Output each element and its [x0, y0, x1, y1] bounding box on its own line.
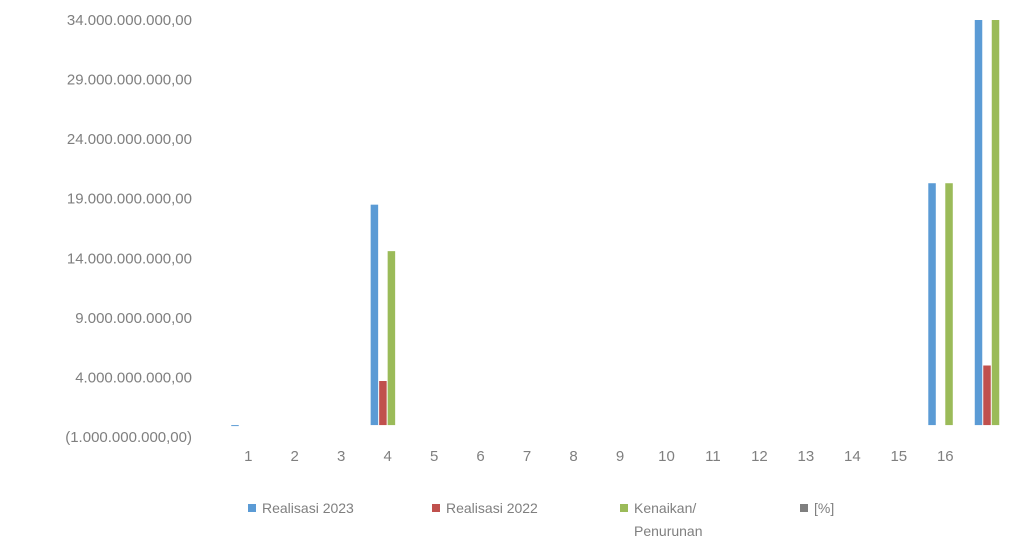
y-tick-label: 19.000.000.000,00	[67, 191, 192, 208]
x-tick-label: 16	[937, 448, 954, 465]
bar-realisasi-2023-4	[370, 204, 379, 426]
y-tick-label: 9.000.000.000,00	[75, 310, 192, 327]
x-tick-label: 10	[658, 448, 675, 465]
bar-realisasi-2022-4	[379, 381, 387, 426]
bar-realisasi-2022-last	[983, 365, 991, 426]
legend-label: Realisasi 2023	[262, 500, 354, 516]
x-tick-label: 7	[523, 448, 531, 465]
y-tick-label: 4.000.000.000,00	[75, 369, 192, 386]
x-tick-label: 13	[798, 448, 815, 465]
x-tick-label: 3	[337, 448, 345, 465]
x-tick-label: 12	[751, 448, 768, 465]
x-axis-ticks: 1 2 3 4 5 6 7 8 9 10 11 12 13 14 15 16	[244, 448, 954, 465]
x-tick-label: 11	[705, 448, 721, 465]
legend-swatch	[248, 504, 256, 512]
bar-kenaikan-penurunan-last	[991, 20, 1000, 426]
legend-label: [%]	[814, 500, 834, 516]
legend-label: Kenaikan/Penurunan	[634, 500, 703, 539]
x-tick-label: 15	[890, 448, 907, 465]
x-tick-label: 5	[430, 448, 438, 465]
bar-realisasi-2023-1	[231, 425, 239, 427]
y-tick-label: (1.000.000.000,00)	[65, 429, 192, 446]
legend-swatch	[620, 504, 628, 512]
bar-realisasi-2023-16	[928, 183, 936, 426]
x-tick-label: 9	[616, 448, 624, 465]
x-tick-label: 14	[844, 448, 861, 465]
x-tick-label: 8	[569, 448, 577, 465]
x-tick-label: 6	[476, 448, 484, 465]
legend-label: Realisasi 2022	[446, 500, 538, 516]
x-tick-label: 1	[244, 448, 252, 465]
x-tick-label: 2	[291, 448, 299, 465]
legend-label-line: Kenaikan/	[634, 500, 696, 516]
legend-label-line: Penurunan	[634, 523, 703, 539]
y-axis-ticks: (1.000.000.000,00) 4.000.000.000,00 9.000.…	[65, 12, 192, 446]
bar-kenaikan-penurunan-4	[387, 251, 396, 426]
legend-swatch	[800, 504, 808, 512]
y-tick-label: 14.000.000.000,00	[67, 250, 192, 267]
bar-series	[231, 20, 1000, 427]
bar-realisasi-2023-last	[974, 20, 983, 426]
legend-swatch	[432, 504, 440, 512]
legend: Realisasi 2023 Realisasi 2022 Kenaikan/Pen…	[248, 500, 834, 539]
bar-kenaikan-penurunan-16	[945, 183, 953, 426]
y-tick-label: 24.000.000.000,00	[67, 131, 192, 148]
y-tick-label: 34.000.000.000,00	[67, 12, 192, 29]
x-tick-label: 4	[383, 448, 391, 465]
y-tick-label: 29.000.000.000,00	[67, 72, 192, 89]
